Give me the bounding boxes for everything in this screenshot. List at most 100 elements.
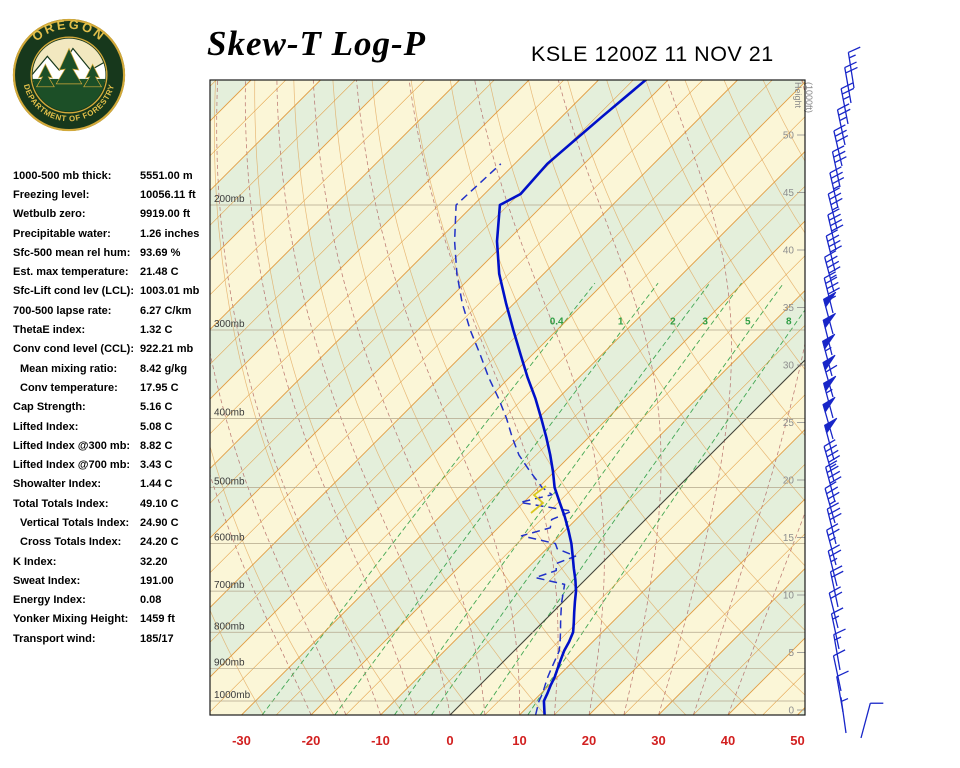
height-axis-title-units: (1000ft) [804,82,814,113]
temp-band [867,80,960,715]
temperature-trace [495,80,648,715]
dry-adiabat-line [567,80,805,502]
isotherm-line [210,80,495,365]
moist-adiabat-line [693,80,805,715]
index-row: Wetbulb zero: 9919.00 ft [13,205,209,224]
index-row: Sfc-500 mean rel hum: 93.69 % [13,243,209,262]
index-value: 24.90 C [140,516,179,529]
isotherm-line [210,80,356,226]
pressure-label: 200mb [214,194,245,205]
wind-barb [832,649,846,692]
index-label: Vertical Totals Index: [20,516,130,529]
isotherm-line [449,359,805,715]
moist-adiabat-line [210,350,347,715]
index-row: Conv temperature: 17.95 C [13,378,209,397]
wind-barb [830,607,844,650]
page-title: Skew-T Log-P [207,24,427,63]
index-label: 1000-500 mb thick: [13,169,112,182]
temp-band [0,80,182,715]
moist-adiabat-line [658,80,732,715]
index-row: Freezing level: 10056.11 ft [13,185,209,204]
index-label: Cross Totals Index: [20,536,122,549]
index-row: ThetaE index: 1.32 C [13,320,209,339]
height-label: 20 [783,476,795,487]
index-label: Sfc-500 mean rel hum: [13,246,131,259]
isotherm-line [210,80,773,643]
height-label: 30 [783,361,795,372]
height-label: 35 [783,303,795,314]
isotherm-line [588,498,805,715]
height-axis-title: Height [793,82,803,109]
dry-adiabat-line [210,445,335,715]
mixing-ratio-label: 5 [745,317,751,328]
index-label: 700-500 lapse rate: [13,304,112,317]
parcel-trace-fragment [530,485,547,514]
dry-adiabat-line [801,80,805,87]
index-label: Wetbulb zero: [13,208,86,221]
pressure-label: 500mb [214,476,245,487]
moist-adiabat-line [474,80,605,715]
isotherm-line [241,150,805,715]
isotherm-line [210,116,805,713]
temp-axis-label: 40 [721,733,735,748]
isotherm-line [415,324,805,715]
moist-adiabat-line [356,80,520,715]
dry-adiabat-line [528,80,805,567]
index-value: 6.27 C/km [140,304,192,317]
dry-adiabat-line [410,80,757,715]
isotherm-line [210,80,703,574]
wind-barb [826,502,842,545]
height-label: 40 [783,246,795,257]
index-label: Conv cond level (CCL): [13,343,135,356]
mixing-ratio-label: 1 [618,317,624,328]
index-value: 8.42 g/kg [140,362,188,375]
dry-adiabat-line [880,80,960,715]
index-label: Energy Index: [13,594,86,607]
index-value: 0.08 [140,594,162,607]
wind-barb [840,697,849,734]
isotherm-line [210,80,564,435]
wind-barb [840,82,855,125]
wind-barb [824,481,840,524]
mixing-ratio-line [334,282,659,715]
index-row: Est. max temperature: 21.48 C [13,262,209,281]
isotherm-line [554,463,805,715]
temp-axis-label: 20 [582,733,596,748]
index-label: Transport wind: [13,632,96,645]
dry-adiabat-line [293,80,546,715]
height-label: 25 [783,418,795,429]
index-label: Est. max temperature: [13,266,129,279]
temp-band [797,707,805,715]
mixing-ratio-label: 2 [670,317,676,328]
wind-barb [831,145,847,188]
temp-axis-label: 50 [790,733,804,748]
dry-adiabat-line [645,80,805,371]
dewpoint-trace [453,163,577,715]
isotherm-line [484,394,805,715]
index-row: 1000-500 mb thick: 5551.00 m [13,166,209,185]
index-value: 1.44 C [140,478,173,491]
height-label: 5 [788,648,794,659]
temp-axis-label: -10 [371,733,390,748]
index-value: 21.48 C [140,266,179,279]
pressure-label: 900mb [214,658,245,669]
isotherm-line [210,80,530,400]
chart-border [209,79,806,716]
odf-logo: OREGON DEPARTMENT OF FORESTRY [12,16,126,132]
height-label: 45 [783,188,795,199]
pressure-label: 1000mb [214,690,251,701]
wind-barb [836,670,849,713]
isotherm-line [832,80,960,715]
temp-axis-label: 10 [512,733,526,748]
mixing-ratio-label: 8 [786,317,792,328]
index-row: Energy Index: 0.08 [13,591,209,610]
wind-barb [825,460,842,503]
isotherm-line [210,80,217,87]
logo-inner-ring [30,36,108,114]
index-value: 17.95 C [140,381,179,394]
index-value: 8.82 C [140,439,173,452]
indices-panel: 1000-500 mb thick: 5551.00 m Freezing leve… [13,166,209,648]
pressure-label: 800mb [214,621,245,632]
isotherm-line [380,289,805,715]
